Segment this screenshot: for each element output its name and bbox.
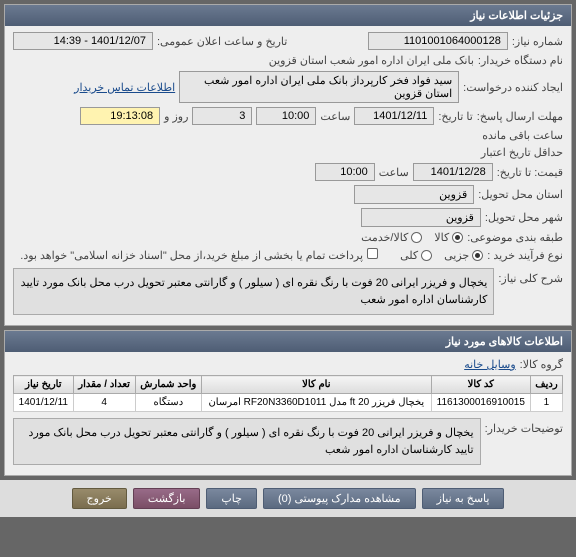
- desc-box: یخچال و فریزر ایرانی 20 فوت با رنگ نقره …: [13, 268, 494, 315]
- goods-table: ردیفکد کالانام کالاواحد شمارشتعداد / مقد…: [13, 375, 563, 412]
- announce-label: تاریخ و ساعت اعلان عمومی:: [157, 35, 287, 48]
- creator-label: ایجاد کننده درخواست:: [463, 81, 563, 94]
- goods-body: گروه کالا: وسایل خانه ردیفکد کالانام کال…: [5, 352, 571, 475]
- partial-opt: جزیی: [444, 249, 469, 262]
- goods-opt: کالا: [434, 231, 449, 244]
- print-button[interactable]: چاپ: [206, 488, 257, 509]
- checkbox-icon[interactable]: [367, 248, 378, 259]
- until-label: تا تاریخ:: [438, 110, 472, 123]
- service-opt: کالا/خدمت: [361, 231, 408, 244]
- credit-label: حداقل تاریخ اعتبار: [481, 146, 563, 159]
- price-until-label: قیمت: تا تاریخ:: [497, 166, 563, 179]
- city-label: شهر محل تحویل:: [485, 211, 563, 224]
- province-value: قزوین: [354, 185, 474, 204]
- radio-dot-icon: [452, 232, 463, 243]
- table-row: 11161300016910015یخچال فریزر ft 20 مدل R…: [14, 394, 563, 412]
- table-cell: 1161300016910015: [431, 394, 530, 412]
- details-body: شماره نیاز: 1101001064000128 تاریخ و ساع…: [5, 26, 571, 325]
- need-no-label: شماره نیاز:: [512, 35, 563, 48]
- buyer-note-label: توضیحات خریدار:: [485, 418, 563, 435]
- dayhour-label: روز و: [164, 110, 188, 123]
- table-col: ردیف: [530, 376, 562, 394]
- radio-dot-icon: [421, 250, 432, 261]
- radio-goods[interactable]: کالا: [434, 231, 463, 244]
- respond-button[interactable]: پاسخ به نیاز: [422, 488, 505, 509]
- table-cell: 1401/12/11: [14, 394, 74, 412]
- table-col: واحد شمارش: [135, 376, 201, 394]
- deadline-label: مهلت ارسال پاسخ:: [477, 110, 563, 123]
- goods-panel: اطلاعات کالاهای مورد نیاز گروه کالا: وسا…: [4, 330, 572, 476]
- desc-title: شرح کلی نیاز:: [498, 268, 563, 285]
- radio-dot-icon: [472, 250, 483, 261]
- table-cell: دستگاه: [135, 394, 201, 412]
- button-bar: پاسخ به نیاز مشاهده مدارک پیوستی (0) چاپ…: [0, 480, 576, 517]
- creator-value: سید فواد فخر کارپرداز بانک ملی ایران ادا…: [179, 71, 459, 103]
- details-header: جزئیات اطلاعات نیاز: [5, 5, 571, 26]
- category-group: کالا کالا/خدمت: [361, 231, 463, 244]
- back-button[interactable]: بازگشت: [133, 488, 201, 509]
- deadline-date: 1401/12/11: [354, 107, 434, 125]
- buyer-value: بانک ملی ایران اداره امور شعب استان قزوی…: [269, 54, 474, 67]
- table-col: کد کالا: [431, 376, 530, 394]
- table-col: تاریخ نیاز: [14, 376, 74, 394]
- time-label-1: ساعت: [320, 110, 350, 123]
- days-value: 3: [192, 107, 252, 125]
- purchase-group: جزیی کلی: [400, 249, 483, 262]
- full-opt: کلی: [400, 249, 418, 262]
- goods-header: اطلاعات کالاهای مورد نیاز: [5, 331, 571, 352]
- payment-note: پرداخت تمام یا بخشی از مبلغ خرید،از محل …: [20, 249, 363, 262]
- deadline-time: 10:00: [256, 107, 316, 125]
- table-cell: یخچال فریزر ft 20 مدل RF20N3360D1011 امر…: [202, 394, 432, 412]
- group-label: گروه کالا:: [520, 358, 563, 371]
- table-col: نام کالا: [202, 376, 432, 394]
- radio-service[interactable]: کالا/خدمت: [361, 231, 422, 244]
- remain-label: ساعت باقی مانده: [482, 129, 563, 142]
- table-col: تعداد / مقدار: [73, 376, 135, 394]
- radio-full[interactable]: کلی: [400, 249, 432, 262]
- radio-dot-icon: [411, 232, 422, 243]
- remain-time: 19:13:08: [80, 107, 160, 125]
- need-no-value: 1101001064000128: [368, 32, 508, 50]
- province-label: استان محل تحویل:: [478, 188, 563, 201]
- contact-link[interactable]: اطلاعات تماس خریدار: [74, 81, 175, 94]
- radio-partial[interactable]: جزیی: [444, 249, 483, 262]
- purchase-label: نوع فرآیند خرید :: [487, 249, 563, 262]
- credit-time: 10:00: [315, 163, 375, 181]
- group-link[interactable]: وسایل خانه: [464, 358, 515, 371]
- table-cell: 4: [73, 394, 135, 412]
- category-label: طبقه بندی موضوعی:: [467, 231, 563, 244]
- table-cell: 1: [530, 394, 562, 412]
- attachments-button[interactable]: مشاهده مدارک پیوستی (0): [263, 488, 416, 509]
- buyer-label: نام دستگاه خریدار:: [478, 54, 563, 67]
- city-value: قزوین: [361, 208, 481, 227]
- exit-button[interactable]: خروج: [72, 488, 127, 509]
- announce-value: 1401/12/07 - 14:39: [13, 32, 153, 50]
- buyer-note-box: یخچال و فریزر ایرانی 20 فوت با رنگ نقره …: [13, 418, 481, 465]
- credit-date: 1401/12/28: [413, 163, 493, 181]
- time-label-2: ساعت: [379, 166, 409, 179]
- details-panel: جزئیات اطلاعات نیاز شماره نیاز: 11010010…: [4, 4, 572, 326]
